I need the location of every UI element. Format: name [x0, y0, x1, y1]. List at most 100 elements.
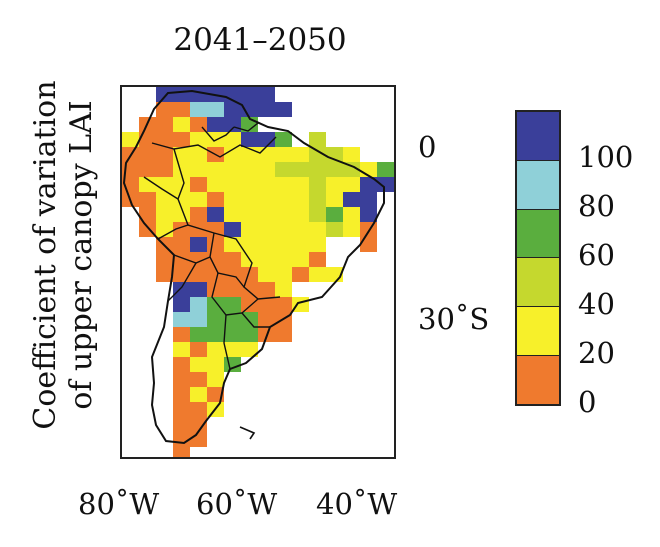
grid-cell — [241, 87, 258, 102]
grid-cell — [258, 282, 275, 297]
grid-cell — [292, 252, 309, 267]
grid-cell — [122, 132, 139, 147]
grid-cell — [275, 282, 292, 297]
grid-cell — [275, 297, 292, 312]
grid-cell — [275, 147, 292, 162]
grid-cell — [190, 282, 207, 297]
grid-cell — [258, 252, 275, 267]
grid-cell — [207, 297, 224, 312]
grid-cell — [343, 177, 360, 192]
grid-cell — [224, 342, 241, 357]
grid-cell — [241, 222, 258, 237]
grid-cell — [190, 177, 207, 192]
grid-cell — [343, 192, 360, 207]
grid-cell — [173, 117, 190, 132]
grid-cell — [309, 177, 326, 192]
grid-cell — [275, 132, 292, 147]
grid-cell — [241, 282, 258, 297]
grid-cell — [207, 387, 224, 402]
colorbar-segment-1 — [517, 160, 559, 210]
grid-cell — [224, 357, 241, 372]
colorbar — [515, 110, 561, 406]
grid-cell — [241, 192, 258, 207]
grid-cell — [190, 102, 207, 117]
grid-cell — [292, 162, 309, 177]
choropleth-map — [122, 87, 394, 457]
grid-cell — [292, 267, 309, 282]
grid-cell — [292, 192, 309, 207]
grid-cell — [309, 252, 326, 267]
grid-cell — [241, 297, 258, 312]
grid-cell — [173, 327, 190, 342]
grid-cell — [207, 237, 224, 252]
grid-cell — [258, 132, 275, 147]
grid-cell — [139, 132, 156, 147]
y-tick-label-0: 0 — [418, 130, 437, 164]
grid-cell — [275, 192, 292, 207]
grid-cell — [326, 222, 343, 237]
grid-cell — [275, 102, 292, 117]
grid-cell — [292, 207, 309, 222]
grid-cell — [326, 192, 343, 207]
colorbar-label-60: 60 — [578, 238, 615, 272]
y-axis-label-line2: of upper canopy LAI — [64, 100, 99, 410]
grid-cell — [309, 147, 326, 162]
grid-cell — [292, 147, 309, 162]
grid-cell — [258, 312, 275, 327]
grid-cell — [224, 192, 241, 207]
grid-cell — [173, 102, 190, 117]
grid-cell — [190, 207, 207, 222]
colorbar-segment-0 — [517, 112, 559, 161]
grid-cell — [173, 297, 190, 312]
grid-cell — [275, 237, 292, 252]
grid-cell — [173, 162, 190, 177]
grid-cell — [190, 312, 207, 327]
grid-cell — [360, 237, 377, 252]
grid-cell — [224, 252, 241, 267]
grid-cell — [156, 117, 173, 132]
grid-cell — [241, 342, 258, 357]
grid-cell — [207, 222, 224, 237]
grid-cell — [190, 402, 207, 417]
colorbar-segment-5 — [517, 356, 559, 404]
grid-cell — [207, 207, 224, 222]
grid-cell — [309, 162, 326, 177]
grid-cell — [309, 267, 326, 282]
grid-cell — [377, 177, 394, 192]
grid-cell — [173, 417, 190, 432]
grid-cell — [224, 327, 241, 342]
grid-cell — [156, 267, 173, 282]
grid-cell — [258, 87, 275, 102]
grid-cell — [224, 177, 241, 192]
grid-cell — [309, 132, 326, 147]
grid-cell — [190, 297, 207, 312]
grid-cell — [258, 267, 275, 282]
grid-cell — [156, 162, 173, 177]
grid-cell — [224, 117, 241, 132]
grid-cell — [309, 192, 326, 207]
grid-cell — [207, 192, 224, 207]
grid-cell — [224, 297, 241, 312]
grid-cell — [207, 267, 224, 282]
grid-cell — [156, 132, 173, 147]
grid-cell — [343, 147, 360, 162]
grid-cell — [377, 162, 394, 177]
grid-cell — [258, 207, 275, 222]
grid-cell — [190, 357, 207, 372]
grid-cell — [258, 192, 275, 207]
grid-cell — [241, 102, 258, 117]
y-tick-label-30s: 30˚S — [418, 302, 490, 336]
grid-cell — [360, 207, 377, 222]
grid-cell — [139, 207, 156, 222]
grid-cell — [258, 237, 275, 252]
grid-cell — [173, 87, 190, 102]
colorbar-segment-2 — [517, 209, 559, 259]
grid-cell — [275, 252, 292, 267]
grid-cell — [156, 147, 173, 162]
grid-cell — [207, 102, 224, 117]
grid-cell — [190, 342, 207, 357]
grid-cell — [207, 342, 224, 357]
grid-cell — [190, 372, 207, 387]
grid-cell — [190, 162, 207, 177]
colorbar-label-0: 0 — [578, 385, 597, 419]
